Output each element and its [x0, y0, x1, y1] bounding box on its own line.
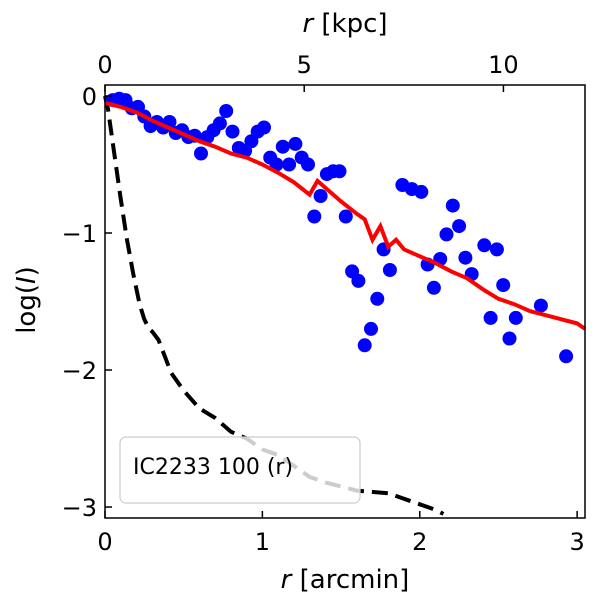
x-tick-label-top: 5: [297, 51, 312, 79]
data-point: [364, 321, 378, 336]
data-point: [502, 331, 517, 346]
data-point: [288, 136, 303, 151]
y-axis-title: log(I): [12, 266, 42, 334]
data-point: [338, 209, 353, 224]
data-point: [426, 280, 441, 295]
y-tick-label: 0: [82, 83, 97, 111]
data-point: [313, 189, 328, 203]
data-point: [508, 310, 523, 325]
data-point: [332, 164, 347, 179]
x-axis-title-bottom: r [arcmin]: [281, 565, 410, 595]
x-axis-symbol-bottom: r: [281, 565, 294, 595]
data-point: [477, 238, 492, 253]
ticks-layer: 0 1 2 30−1−2−30 5 10: [62, 51, 585, 556]
data-point: [370, 291, 385, 306]
x-tick-label-bottom: 0: [97, 528, 112, 556]
data-point: [483, 310, 498, 325]
data-point: [489, 242, 504, 257]
data-point: [439, 227, 454, 242]
plot-frame: [104, 84, 586, 519]
x-tick-label-bottom: 1: [255, 528, 270, 556]
y-tick-label: −1: [62, 220, 97, 248]
x-tick-label-top: 0: [97, 51, 112, 79]
y-axis-suffix: ): [12, 266, 42, 276]
data-point: [212, 116, 227, 131]
x-axis-unit-bottom: [arcmin]: [300, 565, 410, 595]
data-point: [307, 209, 322, 224]
y-axis-prefix: log(: [12, 284, 42, 334]
data-point: [275, 139, 290, 154]
x-tick-label-bottom: 2: [412, 528, 427, 556]
x-tick-label-bottom: 3: [569, 528, 584, 556]
data-point: [301, 157, 315, 172]
legend-label: IC2233 100 (r): [133, 455, 293, 480]
data-point: [225, 124, 240, 139]
data-point: [559, 349, 574, 364]
data-point: [194, 146, 208, 161]
data-point: [382, 263, 397, 277]
data-point: [357, 338, 372, 353]
legend-box: [119, 436, 361, 504]
data-point: [351, 273, 366, 288]
data-point: [458, 250, 473, 265]
psf-layer: [103, 95, 445, 516]
data-point: [445, 198, 460, 213]
legend: IC2233 100 (r): [119, 436, 361, 504]
data-point: [257, 120, 271, 135]
x-axis-symbol-top: r: [302, 9, 315, 39]
x-tick-label-top: 10: [488, 51, 519, 79]
x-axis-title-top: r [kpc]: [302, 9, 387, 39]
psf-line: [103, 95, 445, 516]
data-point: [496, 278, 511, 293]
data-point: [414, 184, 429, 199]
data-point: [533, 298, 548, 313]
model-line: [104, 100, 587, 331]
data-point: [219, 104, 234, 118]
y-tick-label: −3: [62, 494, 97, 522]
x-axis-unit-top: [kpc]: [321, 9, 387, 39]
y-axis-symbol: I: [12, 276, 42, 284]
data-point: [452, 219, 467, 234]
y-tick-label: −2: [62, 357, 97, 385]
data-point: [282, 157, 297, 172]
model-layer: [104, 100, 587, 331]
